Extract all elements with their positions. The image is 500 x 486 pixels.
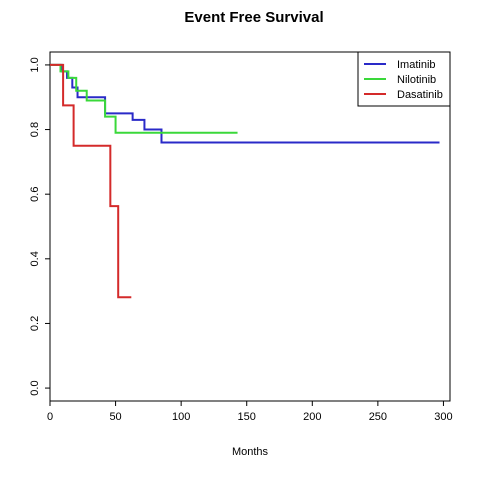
plot-area-frame bbox=[49, 51, 451, 402]
x-tick-label: 100 bbox=[172, 411, 190, 423]
legend-label-dasatinib: Dasatinib bbox=[397, 89, 443, 101]
x-axis-label: Months bbox=[232, 446, 269, 458]
legend-label-nilotinib: Nilotinib bbox=[397, 74, 436, 86]
y-tick-label: 0.6 bbox=[29, 187, 41, 202]
y-tick-label: 1.0 bbox=[29, 57, 41, 72]
x-axis: 0 50 100 150 200 250 300 bbox=[47, 401, 453, 423]
x-tick-label: 50 bbox=[109, 411, 121, 423]
chart-title: Event Free Survival bbox=[184, 9, 323, 26]
x-tick-label: 300 bbox=[434, 411, 452, 423]
y-tick-label: 0.2 bbox=[29, 316, 41, 331]
y-tick-label: 0.0 bbox=[29, 380, 41, 395]
legend-label-imatinib: Imatinib bbox=[397, 59, 436, 71]
y-axis: 0.0 0.2 0.4 0.6 0.8 1.0 bbox=[29, 57, 50, 396]
legend: Imatinib Nilotinib Dasatinib bbox=[357, 51, 451, 107]
x-tick-label: 200 bbox=[303, 411, 321, 423]
x-tick-label: 150 bbox=[238, 411, 256, 423]
x-tick-label: 0 bbox=[47, 411, 53, 423]
x-tick-label: 250 bbox=[369, 411, 387, 423]
series-line-dasatinib bbox=[50, 63, 132, 299]
y-tick-label: 0.8 bbox=[29, 122, 41, 137]
y-tick-label: 0.4 bbox=[29, 251, 41, 266]
series-layer bbox=[50, 63, 440, 299]
series-line-nilotinib bbox=[50, 63, 238, 134]
